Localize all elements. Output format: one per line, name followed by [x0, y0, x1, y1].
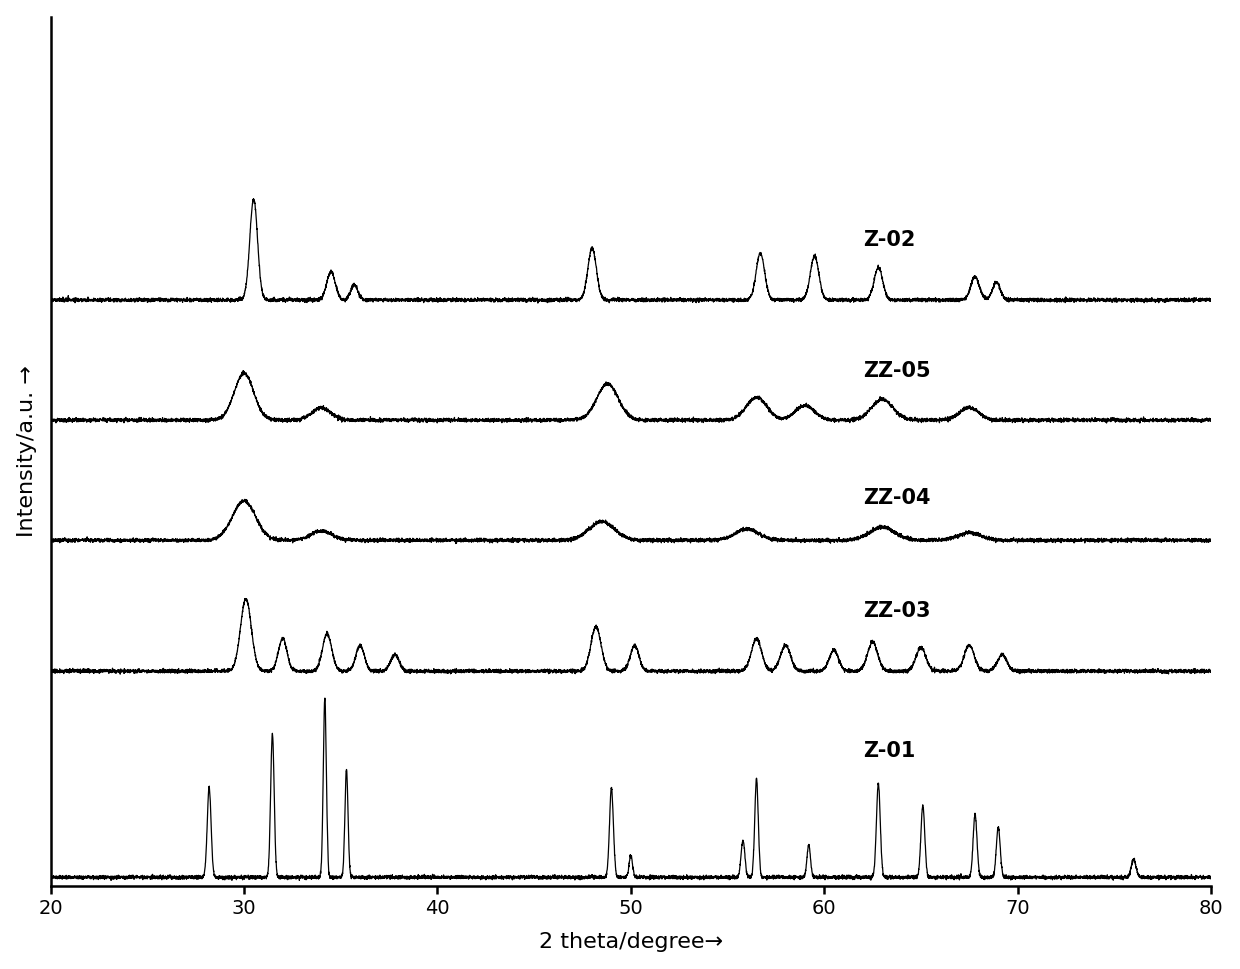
Text: ZZ-03: ZZ-03	[863, 601, 930, 621]
X-axis label: 2 theta/degree→: 2 theta/degree→	[538, 932, 723, 953]
Text: ZZ-04: ZZ-04	[863, 488, 930, 508]
Text: ZZ-05: ZZ-05	[863, 360, 930, 381]
Text: Z-01: Z-01	[863, 740, 915, 761]
Text: Z-02: Z-02	[863, 230, 915, 250]
Y-axis label: Intensity/a.u. →: Intensity/a.u. →	[16, 365, 37, 538]
